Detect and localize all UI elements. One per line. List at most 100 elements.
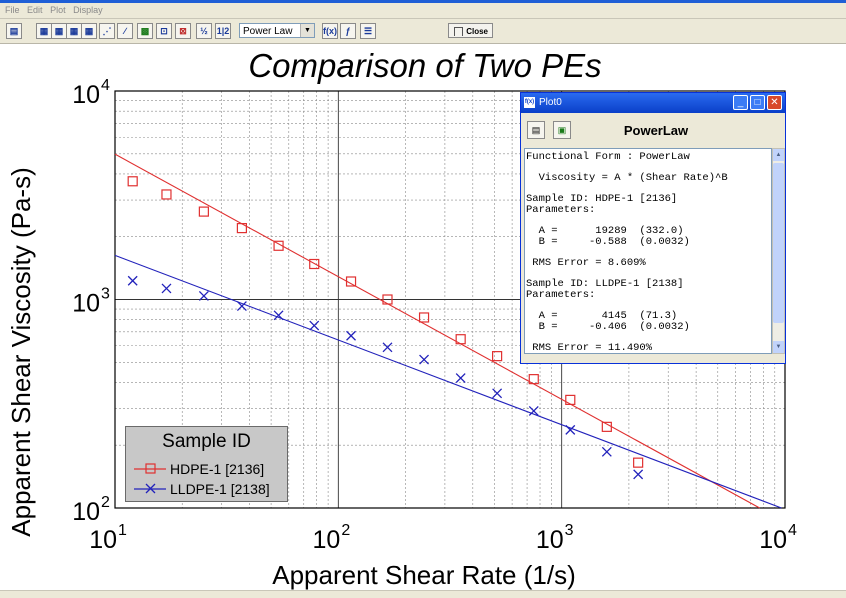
model-name: PowerLaw (623, 123, 689, 138)
data-point-lldpe (382, 342, 393, 353)
y-tick-label: 10 2 (72, 494, 110, 526)
data-point-lldpe (273, 310, 284, 321)
menu-plot[interactable]: Plot (50, 5, 66, 15)
data-point-hdpe (309, 258, 320, 270)
grid-table-icon[interactable]: ▦ (81, 23, 97, 39)
y-tick-label-base: 10 (72, 81, 100, 109)
x-tick-label-exponent: 3 (565, 522, 574, 539)
x-tick-label-exponent: 1 (118, 522, 127, 539)
fit-results-text: Functional Form : PowerLaw Viscosity = A… (526, 151, 728, 354)
vertical-scrollbar[interactable]: ▲ ▼ (772, 148, 785, 354)
legend-marker-lldpe (134, 483, 166, 494)
x-tick-label-exponent: 2 (341, 522, 350, 539)
zoom-icon[interactable]: ⊡ (156, 23, 172, 39)
data-point-lldpe (309, 320, 320, 331)
data-point-hdpe (127, 176, 138, 187)
table-view-3-icon[interactable]: ▦ (66, 23, 82, 39)
legend: Sample ID HDPE-1 [2136] LLDPE-1 [2138] (125, 426, 288, 502)
list-icon[interactable]: ☰ (360, 23, 376, 39)
data-point-lldpe (198, 290, 209, 301)
data-point-hdpe (345, 276, 357, 287)
y-tick-label-exponent: 3 (101, 286, 110, 303)
x-tick-label-base: 10 (759, 526, 787, 554)
close-icon[interactable]: ✕ (767, 95, 782, 110)
legend-title: Sample ID (162, 431, 251, 452)
data-point-lldpe (455, 373, 466, 384)
print-icon[interactable]: ▤ (527, 121, 545, 139)
fit-results-dialog: f(x) Plot0 _ □ ✕ ▤ ▣ PowerLaw Functional… (520, 92, 786, 364)
window-frame-top (0, 0, 846, 3)
data-point-lldpe (633, 469, 644, 480)
split-button[interactable]: 1|2 (215, 23, 231, 39)
minimize-button[interactable]: _ (733, 95, 748, 110)
menu-display[interactable]: Display (73, 5, 103, 15)
fit-line-series-0 (114, 153, 760, 509)
x-tick-label: 10 3 (536, 522, 574, 554)
y-tick-label-exponent: 4 (101, 77, 110, 94)
y-tick-label-base: 10 (72, 290, 100, 318)
fit-results-text-area[interactable]: Functional Form : PowerLaw Viscosity = A… (524, 148, 772, 354)
data-point-hdpe (455, 334, 466, 345)
y-tick-label: 10 4 (72, 77, 110, 109)
scroll-down-icon[interactable]: ▼ (773, 341, 784, 353)
data-point-hdpe (633, 457, 644, 468)
grid-icon[interactable]: ▩ (137, 23, 153, 39)
menu-edit[interactable]: Edit (27, 5, 43, 15)
data-point-lldpe (346, 330, 357, 341)
x-tick-label-exponent: 4 (788, 522, 797, 539)
menu-bar: File Edit Plot Display (0, 3, 846, 19)
data-point-hdpe (528, 374, 539, 385)
line-plot-icon[interactable]: ∕ (117, 23, 133, 39)
half-button[interactable]: ½ (196, 23, 212, 39)
fx-button[interactable]: f(x) (322, 23, 338, 39)
status-bar (0, 590, 846, 598)
y-axis-label: Apparent Shear Viscosity (Pa-s) (6, 167, 36, 536)
chevron-down-icon[interactable]: ▼ (300, 24, 314, 37)
data-point-hdpe (565, 394, 576, 405)
toolbar: ▤ ▦ ▦ ▦ ▦ ⋰ ∕ ▩ ⊡ ⊠ ½ 1|2 Power Law ▼ f(… (0, 19, 846, 44)
data-point-lldpe (419, 354, 430, 365)
table-view-2-icon[interactable]: ▦ (51, 23, 67, 39)
fit-lines (114, 153, 782, 509)
dialog-title: Plot0 (539, 97, 562, 108)
maximize-button[interactable]: □ (750, 95, 765, 110)
data-point-hdpe (161, 189, 172, 200)
model-select[interactable]: Power Law ▼ (239, 23, 315, 38)
data-point-hdpe (492, 351, 503, 362)
export-icon[interactable]: ▣ (553, 121, 571, 139)
table-view-icon[interactable]: ▦ (36, 23, 52, 39)
data-point-lldpe (565, 424, 576, 435)
x-tick-label: 10 2 (313, 522, 351, 554)
close-button-label: Close (466, 27, 488, 36)
chart-title: Comparison of Two PEs (248, 47, 601, 84)
clear-icon[interactable]: ⊠ (175, 23, 191, 39)
data-point-hdpe (198, 206, 209, 217)
door-icon (454, 27, 463, 36)
x-tick-label: 10 1 (89, 522, 127, 554)
x-axis-label: Apparent Shear Rate (1/s) (272, 560, 576, 590)
dialog-titlebar[interactable]: f(x) Plot0 _ □ ✕ (521, 93, 785, 113)
legend-label-lldpe: LLDPE-1 [2138] (170, 481, 270, 497)
data-point-lldpe (127, 275, 138, 286)
fit-line-series-1 (114, 254, 782, 509)
fx-parameters-icon[interactable]: ƒ (340, 23, 356, 39)
print-icon[interactable]: ▤ (6, 23, 22, 39)
markers (127, 176, 644, 480)
data-point-lldpe (236, 301, 247, 312)
fx-app-icon: f(x) (524, 97, 535, 108)
data-point-hdpe (601, 421, 612, 432)
scroll-thumb[interactable] (773, 163, 784, 323)
x-tick-label-base: 10 (536, 526, 564, 554)
data-point-lldpe (161, 283, 172, 294)
legend-label-hdpe: HDPE-1 [2136] (170, 461, 265, 477)
scroll-up-icon[interactable]: ▲ (773, 149, 784, 161)
y-tick-label-exponent: 2 (101, 494, 110, 511)
data-point-lldpe (492, 388, 503, 399)
x-tick-label-base: 10 (313, 526, 341, 554)
data-point-lldpe (528, 406, 539, 416)
data-point-lldpe (601, 446, 612, 457)
menu-file[interactable]: File (5, 5, 20, 15)
scatter-line-icon[interactable]: ⋰ (99, 23, 115, 39)
y-tick-label-base: 10 (72, 498, 100, 526)
close-button[interactable]: Close (448, 23, 493, 38)
